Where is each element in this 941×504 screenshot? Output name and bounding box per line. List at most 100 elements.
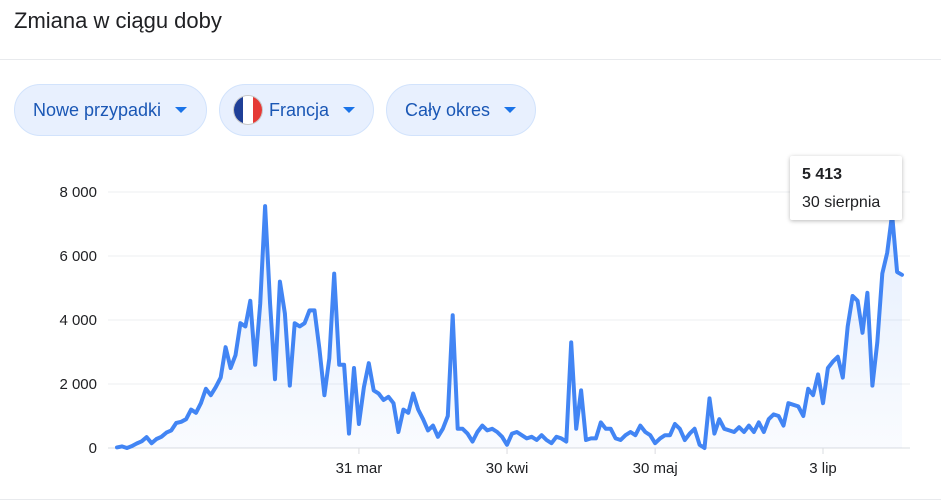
period-dropdown-label: Cały okres [405,99,491,120]
data-point [269,303,271,305]
y-tick-label: 2 000 [59,376,97,393]
data-point [704,447,705,449]
data-point [555,436,557,438]
data-point [620,439,622,441]
flag-france-icon [234,96,262,124]
data-point [491,428,493,430]
data-point [388,396,389,398]
data-point [378,393,380,395]
data-point [901,274,903,276]
data-point [190,409,192,411]
data-point [462,428,464,430]
x-tick-label: 31 mar [336,460,383,477]
data-point [348,433,350,435]
data-point [368,362,370,364]
data-point [353,367,355,369]
data-point [778,415,780,417]
x-tick-label: 3 lip [809,460,837,477]
data-point [304,322,306,324]
y-tick-label: 4 000 [59,312,97,329]
data-point [876,341,878,343]
data-point [644,431,646,433]
x-tick-label: 30 maj [633,460,678,477]
chart-tooltip: 5 413 30 sierpnia [790,156,902,220]
data-point [457,428,459,430]
data-point [630,431,631,433]
data-point [496,431,498,433]
data-point [595,437,597,439]
cases-chart[interactable]: 0 2 000 4 000 6 000 8 000 31 mar 30 kwi 30 maj… [0,150,941,490]
data-point [605,428,607,430]
data-point [511,433,513,435]
data-point [753,431,755,433]
data-point [294,322,296,324]
period-dropdown[interactable]: Cały okres [386,84,536,136]
data-point [185,418,187,420]
data-point [787,402,789,404]
data-point [625,434,626,436]
data-point [116,446,118,448]
data-point [328,357,330,359]
data-point [358,423,360,425]
data-point [807,388,809,390]
chevron-down-icon [504,107,517,113]
data-point [121,445,123,447]
data-point [299,325,301,327]
data-point [412,393,414,395]
data-point [215,386,217,388]
y-tick-label: 8 000 [59,184,97,201]
data-point [802,415,804,417]
data-point [284,313,286,315]
data-point [230,367,232,369]
data-point [210,394,212,396]
data-point [254,364,256,366]
series-line [115,204,904,450]
data-point [200,402,202,404]
metric-dropdown[interactable]: Nowe przypadki [14,84,207,136]
data-point [541,434,543,436]
data-point [323,394,325,396]
data-point [472,441,473,443]
data-point [871,385,873,387]
data-point [397,431,399,433]
data-point [580,389,582,391]
data-point [131,445,133,447]
data-point [570,341,572,343]
data-point [679,428,681,430]
data-point [501,436,503,438]
data-point [516,431,518,433]
data-point [447,415,449,417]
data-point [279,281,281,283]
tooltip-value: 5 413 [802,166,843,183]
data-point [318,348,320,350]
data-point [615,437,617,439]
data-point [723,428,725,430]
data-point [160,436,162,438]
data-point [195,412,197,414]
data-point [817,373,819,375]
data-point [521,434,523,436]
data-point [180,421,182,423]
data-point [575,428,577,430]
data-point [343,364,345,366]
data-point [225,346,227,348]
country-dropdown-label: Francja [269,99,330,120]
data-point [600,421,602,423]
data-point [857,300,859,302]
data-point [748,425,750,427]
data-point [452,314,454,316]
data-point [664,434,666,436]
data-point [235,354,236,356]
country-dropdown[interactable]: Francja [219,84,374,136]
data-point [684,439,686,441]
data-point [842,377,844,379]
data-point [610,428,612,430]
data-point [886,252,888,254]
data-point [486,429,488,431]
data-point [481,425,483,427]
data-point [363,386,365,388]
data-point [728,429,730,431]
data-point [852,295,854,297]
data-point [314,309,315,311]
data-point [738,426,740,428]
